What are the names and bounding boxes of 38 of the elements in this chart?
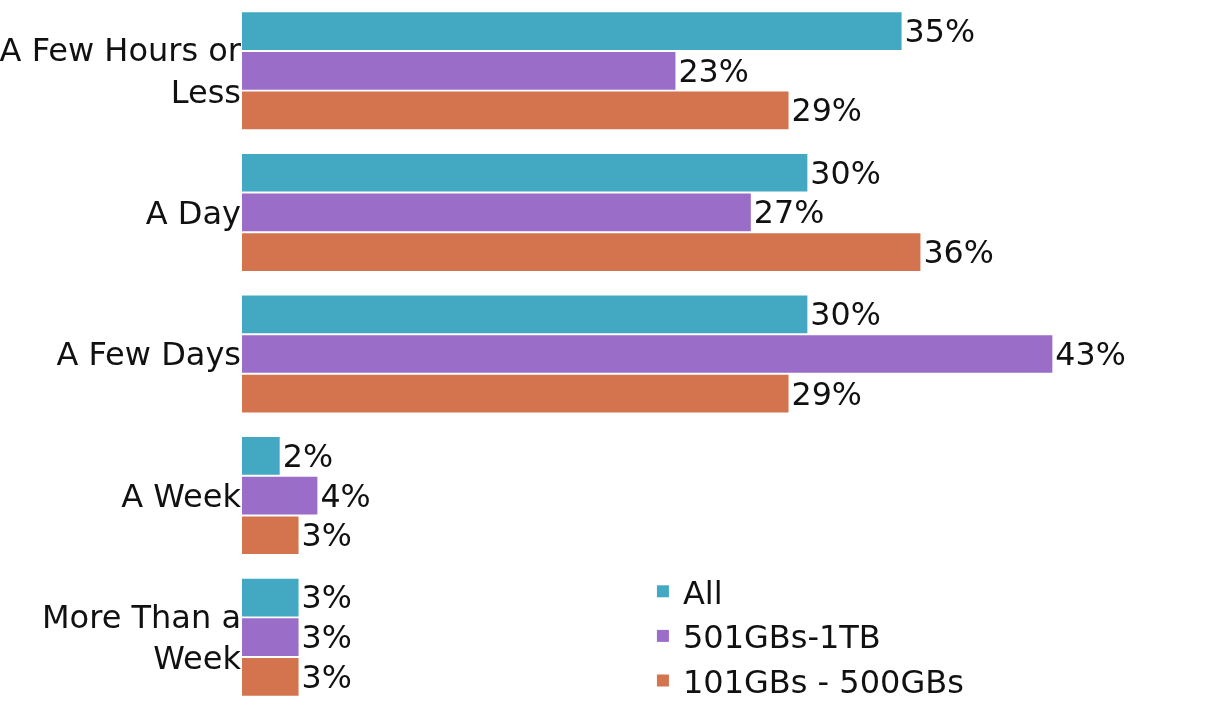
data-label: 2%	[282, 437, 333, 474]
y-tick-label: A Week	[121, 476, 242, 515]
bar	[242, 658, 299, 696]
data-label: 4%	[320, 477, 371, 514]
legend-label: 501GBs-1TB	[682, 618, 881, 657]
data-label: 27%	[753, 194, 825, 231]
data-label: 23%	[678, 52, 749, 89]
bar	[242, 578, 299, 617]
data-label: 36%	[923, 233, 994, 270]
y-tick-label: A Few Days	[56, 335, 241, 374]
legend-label: 101GBs - 500GBs	[682, 662, 964, 701]
bar	[242, 153, 808, 192]
bar	[242, 193, 751, 232]
data-label: 35%	[904, 13, 976, 50]
data-label: 30%	[810, 154, 881, 191]
bar	[242, 51, 676, 90]
y-tick-label: More Than a Week	[42, 597, 242, 678]
bar	[242, 91, 789, 130]
bar	[242, 233, 921, 271]
data-label: 29%	[791, 92, 862, 129]
bar	[242, 437, 280, 475]
bar	[242, 335, 1053, 373]
bar	[242, 516, 299, 555]
data-label: 3%	[301, 658, 352, 695]
y-tick-label: A Few Hours or Less	[0, 31, 242, 111]
legend-label: All	[682, 573, 723, 612]
bar	[242, 295, 808, 334]
bar	[242, 12, 902, 50]
data-label: 30%	[810, 296, 881, 333]
data-label: 3%	[301, 619, 352, 656]
data-label: 29%	[791, 375, 862, 412]
bar	[242, 374, 789, 413]
data-label: 3%	[301, 517, 352, 554]
y-tick-label: A Day	[145, 193, 241, 232]
data-label: 43%	[1055, 335, 1126, 372]
data-label: 3%	[301, 579, 352, 616]
bar	[242, 618, 299, 657]
bar	[242, 476, 318, 515]
